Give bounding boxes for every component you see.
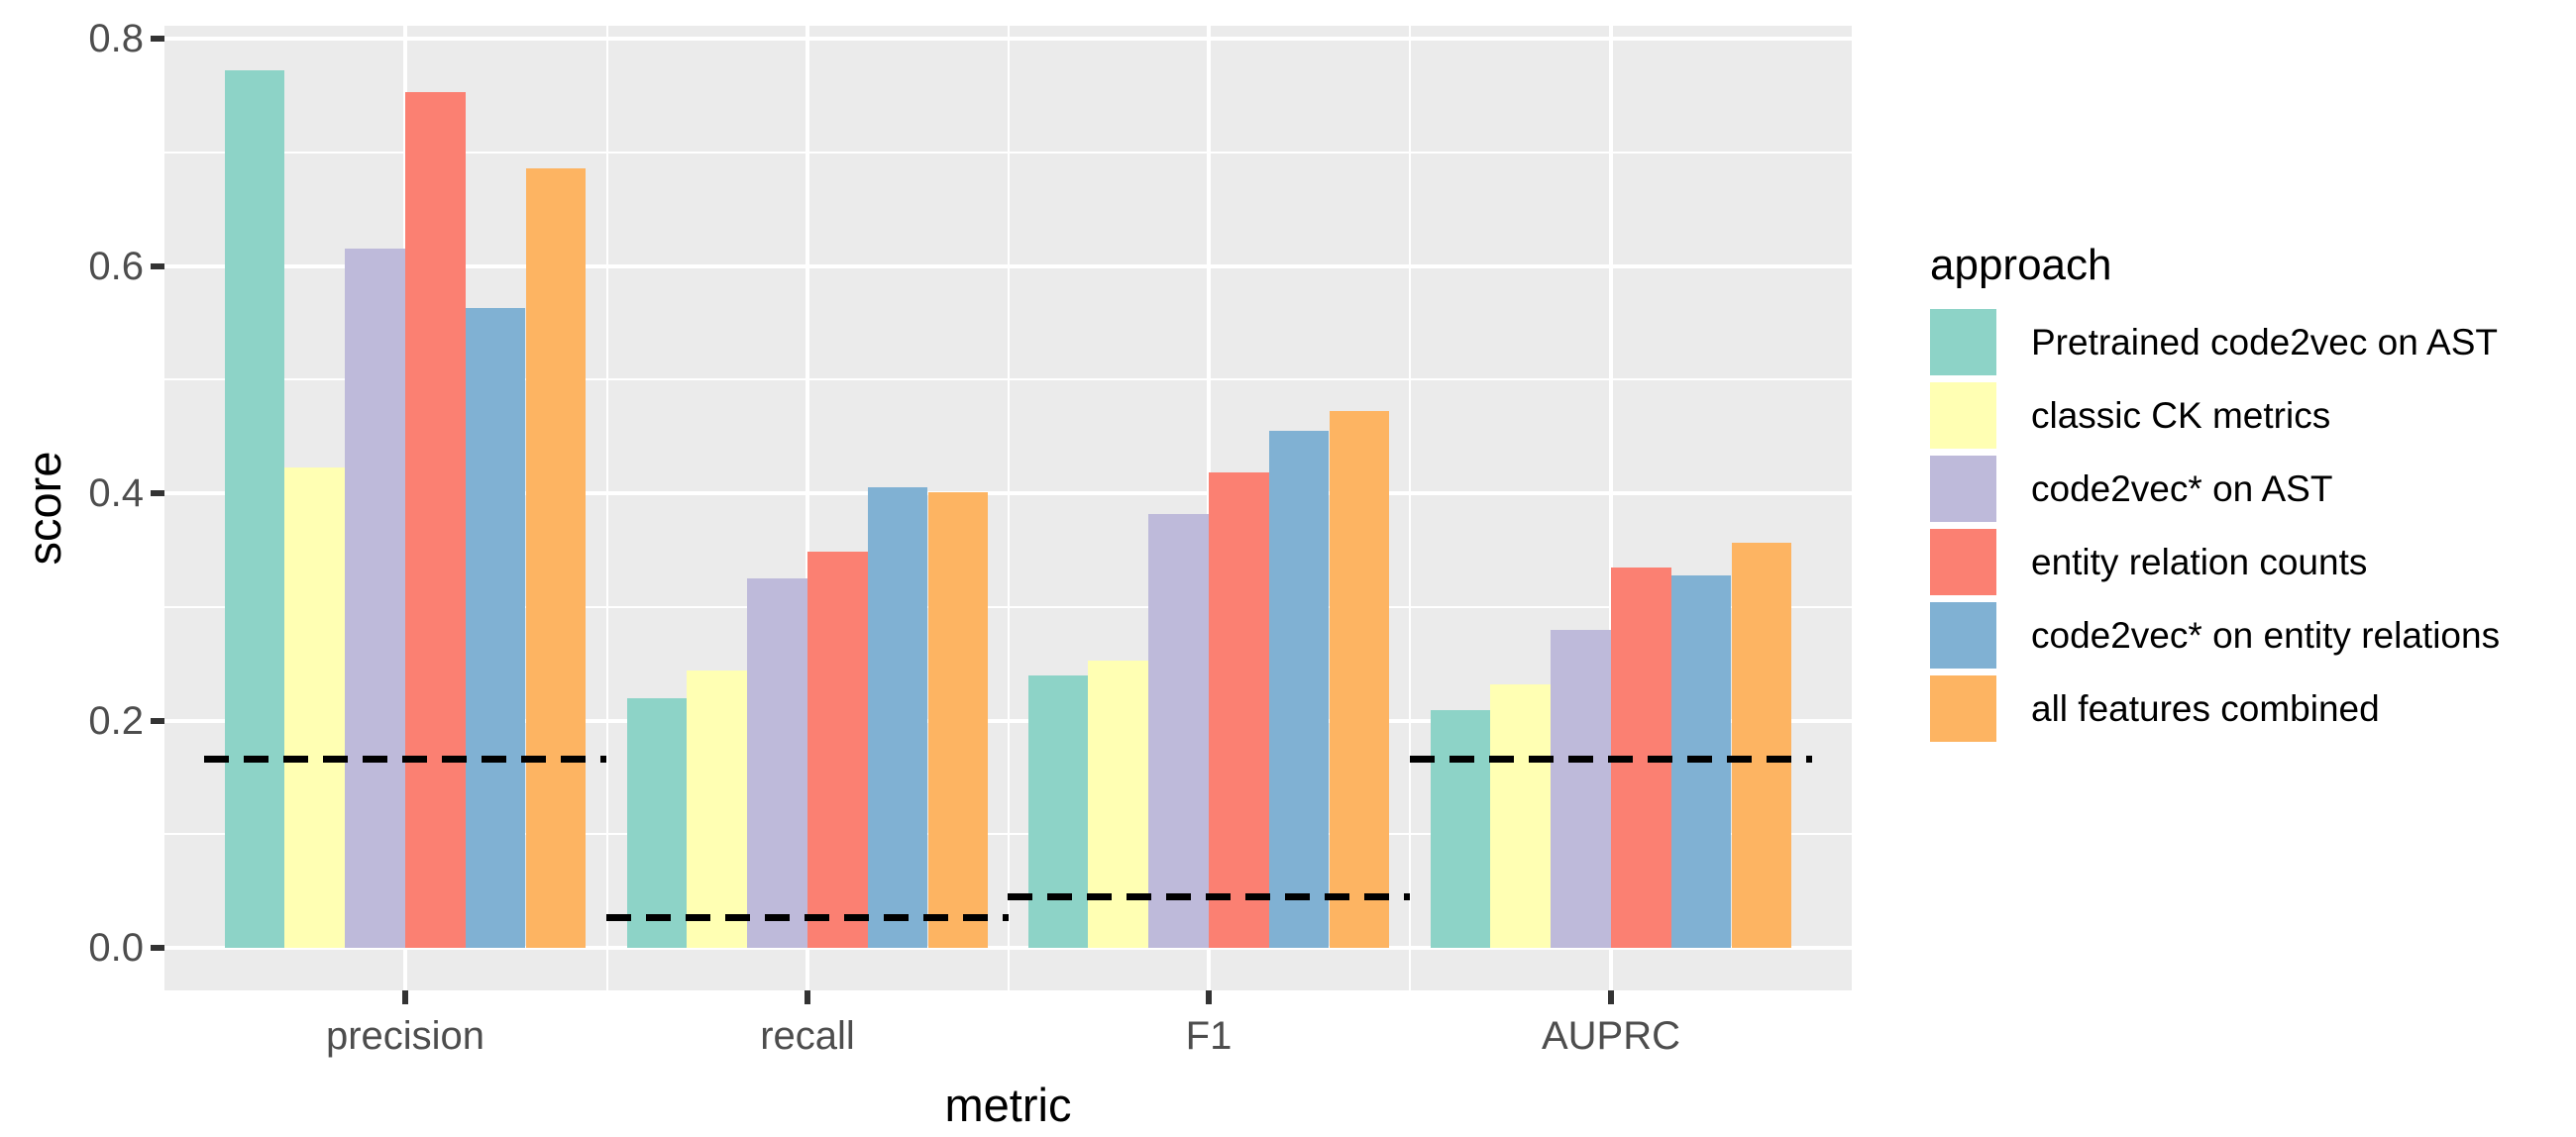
- gridline-minor-v: [605, 26, 608, 990]
- bar-F1-3: [1148, 513, 1209, 948]
- baseline-dashed-line: [204, 756, 606, 763]
- gridline-major-h: [164, 491, 1852, 495]
- bar-recall-4: [806, 551, 868, 948]
- y-tick-mark: [151, 717, 164, 724]
- gridline-major-v: [805, 26, 809, 990]
- bar-F1-5: [1268, 430, 1330, 948]
- bar-AUPRC-2: [1490, 683, 1552, 948]
- legend-swatch: [1930, 602, 1996, 669]
- x-tick-mark: [805, 990, 810, 1004]
- gridline-major-v: [1609, 26, 1613, 990]
- bar-F1-1: [1027, 674, 1089, 948]
- bar-F1-2: [1088, 660, 1149, 948]
- y-tick-label: 0.2: [88, 698, 144, 743]
- y-tick-mark: [151, 262, 164, 269]
- legend-item-label: code2vec* on entity relations: [2031, 615, 2501, 656]
- legend-swatch: [1930, 456, 1996, 522]
- bar-recall-5: [867, 487, 928, 948]
- y-tick-mark: [151, 945, 164, 951]
- gridline-minor-v: [1408, 26, 1411, 990]
- x-tick-mark: [1206, 990, 1212, 1004]
- y-tick-label: 0.8: [88, 17, 144, 60]
- legend-title: approach: [1930, 241, 2112, 289]
- gridline-major-h: [164, 718, 1852, 723]
- legend-item-label: Pretrained code2vec on AST: [2031, 322, 2499, 362]
- gridline-major-h: [164, 263, 1852, 268]
- x-tick-label: precision: [325, 1014, 485, 1058]
- bar-F1-4: [1208, 472, 1269, 948]
- bar-F1-6: [1329, 411, 1390, 948]
- bar-recall-2: [687, 671, 748, 948]
- baseline-dashed-line: [1410, 756, 1812, 763]
- legend-swatch: [1930, 309, 1996, 375]
- x-axis-title: metric: [944, 1079, 1072, 1131]
- bar-AUPRC-3: [1551, 629, 1611, 948]
- bar-precision-1: [224, 70, 285, 948]
- baseline-dashed-line: [606, 913, 1009, 921]
- gridline-major-h: [164, 946, 1852, 950]
- x-tick-label: F1: [1185, 1014, 1233, 1058]
- bar-precision-2: [284, 466, 346, 948]
- bar-precision-4: [404, 91, 466, 948]
- gridline-minor-v: [1007, 26, 1010, 990]
- x-tick-label: AUPRC: [1541, 1014, 1681, 1058]
- bar-recall-3: [747, 578, 807, 948]
- legend-swatch: [1930, 382, 1996, 449]
- x-tick-mark: [1608, 990, 1614, 1004]
- y-tick-label: 0.0: [88, 926, 144, 970]
- x-tick-label: recall: [760, 1014, 855, 1058]
- y-tick-mark: [151, 36, 164, 42]
- gridline-major-h: [164, 37, 1852, 41]
- legend-item-label: code2vec* on AST: [2031, 468, 2333, 509]
- bar-recall-6: [927, 491, 989, 948]
- bar-precision-5: [465, 307, 526, 948]
- baseline-dashed-line: [1008, 892, 1410, 900]
- x-tick-mark: [402, 990, 408, 1004]
- y-tick-label: 0.6: [88, 244, 144, 288]
- bar-AUPRC-1: [1430, 710, 1491, 948]
- legend-item-label: classic CK metrics: [2031, 395, 2331, 436]
- y-tick-mark: [151, 490, 164, 496]
- bar-precision-3: [345, 249, 405, 948]
- legend-swatch: [1930, 529, 1996, 595]
- bar-recall-1: [626, 697, 688, 948]
- legend-item-label: all features combined: [2031, 688, 2380, 729]
- y-tick-label: 0.4: [88, 471, 144, 515]
- bar-precision-6: [525, 167, 587, 948]
- legend-swatch: [1930, 675, 1996, 742]
- legend-item-label: entity relation counts: [2031, 542, 2368, 582]
- bar-AUPRC-6: [1731, 543, 1792, 948]
